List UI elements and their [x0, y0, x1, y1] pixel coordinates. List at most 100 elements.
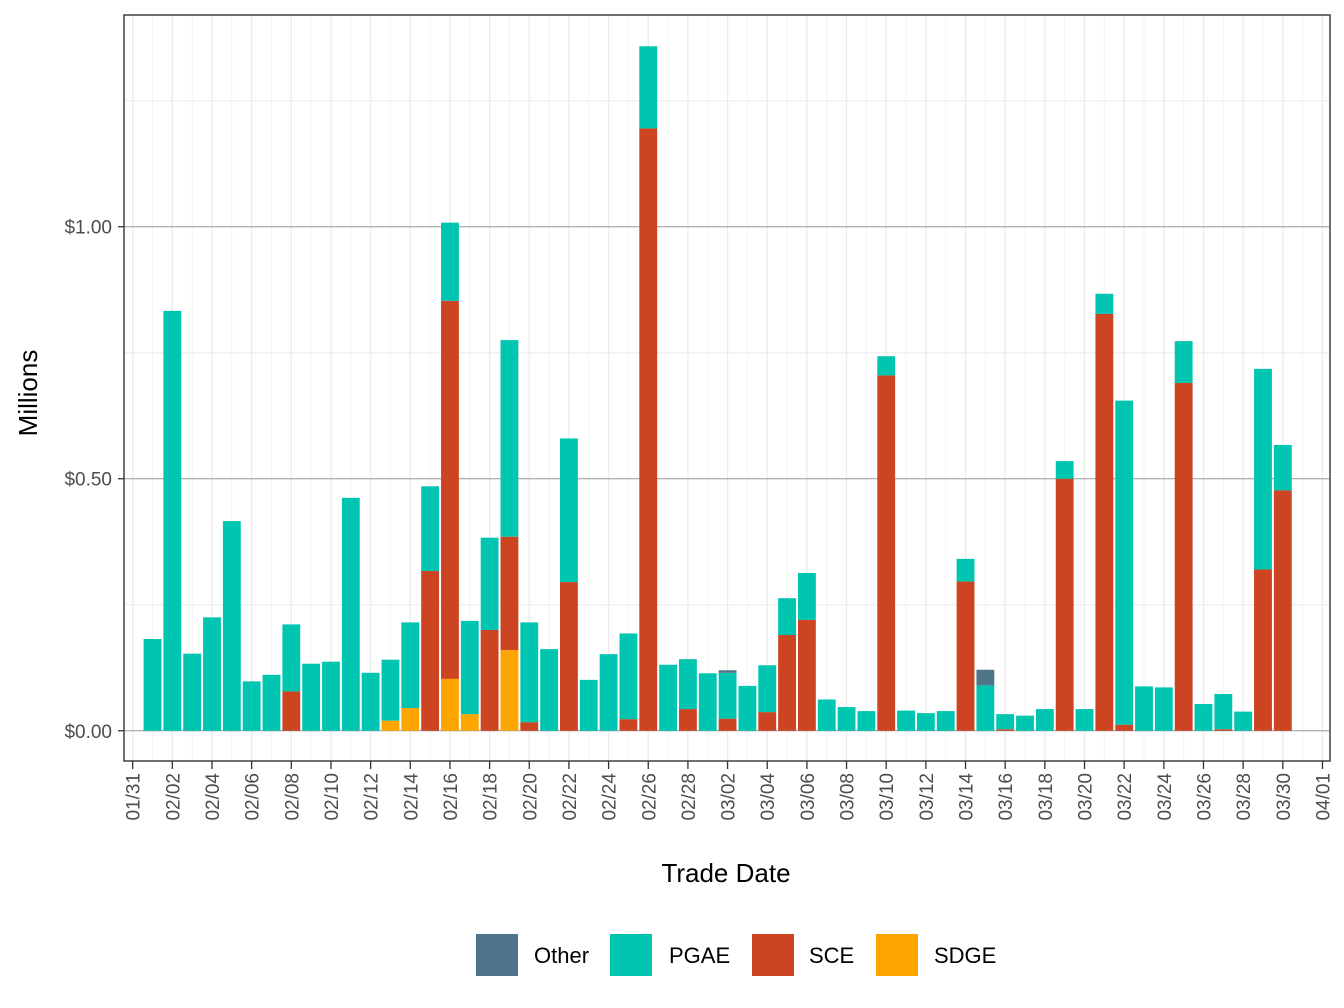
bar-segment-pgae	[659, 664, 678, 731]
x-tick-label: 03/16	[996, 773, 1017, 821]
bar-segment-pgae	[619, 633, 638, 720]
legend: Other PGAE SCE SDGE	[476, 934, 996, 976]
bar-segment-pgae	[837, 707, 856, 731]
bar-segment-sce	[520, 722, 539, 731]
bar-segment-sce	[877, 375, 896, 731]
x-tick-label: 02/12	[362, 773, 383, 821]
bar-segment-pgae	[1075, 709, 1094, 731]
bar-segment-sce	[1174, 382, 1193, 731]
x-tick-label: 02/04	[203, 773, 224, 821]
bar-segment-sce	[421, 570, 440, 731]
bar-segment-sce	[441, 300, 459, 679]
bar-segment-sdge	[460, 714, 479, 731]
x-tick-label: 03/08	[838, 773, 859, 821]
x-tick-label: 04/01	[1313, 773, 1334, 821]
x-tick-label: 02/18	[481, 773, 502, 821]
bar-segment-sce	[678, 709, 697, 731]
bar-segment-pgae	[421, 486, 440, 571]
bar-segment-sce	[718, 718, 737, 731]
bar-segment-pgae	[302, 663, 321, 731]
bar-segment-pgae	[1095, 293, 1114, 314]
bar-segment-pgae	[361, 672, 380, 731]
bar-segment-pgae	[877, 356, 896, 376]
bar-segment-pgae	[222, 521, 241, 731]
legend-swatch-pgae	[610, 934, 652, 976]
bar-segment-pgae	[401, 622, 420, 709]
bar-segment-sce	[1273, 490, 1292, 731]
bar-segment-pgae	[163, 310, 182, 731]
bar-segment-pgae	[1254, 368, 1272, 570]
bar-segment-pgae	[758, 665, 777, 713]
bar-segment-pgae	[897, 710, 915, 731]
bar-segment-pgae	[143, 639, 162, 731]
bar-segment-sce	[797, 619, 816, 731]
bar-segment-pgae	[1135, 686, 1153, 731]
bar-segment-sdge	[381, 720, 400, 731]
legend-label-other: Other	[534, 943, 589, 968]
bar-segment-pgae	[500, 340, 519, 537]
bar-segment-sdge	[500, 650, 519, 731]
legend-swatch-sce	[752, 934, 794, 976]
bar-segment-pgae	[183, 653, 202, 731]
bar-segment-pgae	[520, 622, 539, 723]
bars	[143, 46, 1292, 731]
x-tick-label: 03/02	[719, 773, 740, 821]
x-tick-label: 03/06	[798, 773, 819, 821]
bar-segment-sdge	[441, 678, 459, 731]
bar-segment-pgae	[678, 659, 697, 710]
bar-segment-sce	[996, 729, 1015, 731]
x-tick-label: 02/24	[600, 773, 621, 821]
x-tick-label: 02/20	[520, 773, 541, 821]
x-axis-title: Trade Date	[661, 858, 790, 888]
bar-segment-pgae	[460, 620, 479, 715]
x-tick-label: 03/10	[877, 773, 898, 821]
x-tick-label: 03/30	[1274, 773, 1295, 821]
x-tick-label: 02/08	[282, 773, 303, 821]
bar-segment-sce	[956, 581, 975, 731]
bar-segment-sce	[639, 128, 658, 731]
bar-segment-sce	[1095, 313, 1114, 731]
bar-segment-pgae	[322, 661, 340, 731]
x-tick-label: 02/06	[243, 773, 264, 821]
y-tick-label: $0.00	[64, 722, 112, 743]
bar-segment-pgae	[639, 46, 658, 129]
legend-swatch-other	[476, 934, 518, 976]
y-tick-label: $1.00	[64, 218, 112, 239]
bar-segment-sce	[1214, 729, 1233, 731]
bar-segment-sce	[480, 629, 499, 731]
bar-segment-pgae	[778, 598, 796, 635]
x-tick-label: 02/28	[679, 773, 700, 821]
bar-segment-pgae	[996, 714, 1015, 730]
bar-segment-pgae	[1174, 341, 1193, 383]
bar-segment-sdge	[401, 708, 420, 731]
bar-segment-pgae	[698, 673, 717, 731]
bar-segment-pgae	[579, 679, 598, 731]
legend-label-sce: SCE	[809, 943, 854, 968]
bar-segment-sce	[778, 634, 796, 731]
bar-segment-pgae	[540, 649, 559, 731]
bar-segment-pgae	[1055, 461, 1074, 479]
y-axis-title: Millions	[13, 350, 43, 437]
bar-segment-pgae	[203, 617, 221, 731]
x-tick-label: 03/18	[1036, 773, 1057, 821]
x-tick-label: 02/10	[322, 773, 343, 821]
legend-label-pgae: PGAE	[669, 943, 730, 968]
bar-segment-pgae	[956, 558, 975, 582]
bar-segment-sce	[500, 536, 519, 651]
x-tick-label: 02/26	[639, 773, 660, 821]
x-tick-label: 03/26	[1194, 773, 1215, 821]
legend-label-sdge: SDGE	[934, 943, 996, 968]
x-tick-label: 03/12	[917, 773, 938, 821]
bar-segment-sce	[560, 582, 578, 731]
bar-segment-pgae	[341, 497, 360, 731]
bar-segment-pgae	[1016, 715, 1034, 731]
bar-segment-pgae	[976, 685, 995, 731]
x-tick-label: 02/22	[560, 773, 581, 821]
bar-segment-pgae	[381, 659, 400, 721]
bar-segment-pgae	[242, 681, 261, 731]
bar-segment-pgae	[1154, 687, 1173, 731]
bar-segment-other	[718, 670, 737, 673]
bar-segment-pgae	[1194, 704, 1213, 731]
bar-segment-pgae	[916, 713, 935, 731]
